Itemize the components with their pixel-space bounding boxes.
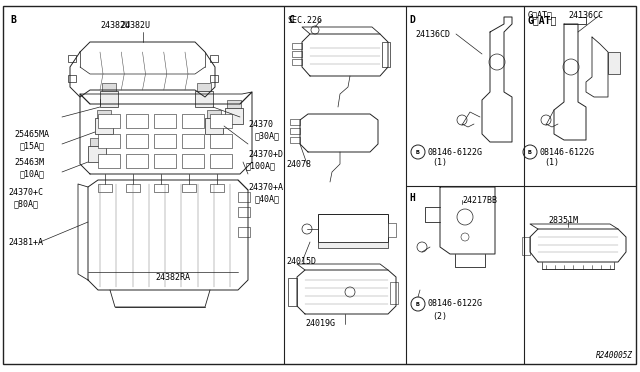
Bar [154, 184, 168, 192]
Text: G〈AT〉: G〈AT〉 [528, 10, 553, 19]
Bar [182, 184, 196, 192]
Bar [290, 128, 300, 134]
Text: 24370+D: 24370+D [248, 150, 283, 158]
Bar [88, 146, 106, 162]
Text: 24370: 24370 [248, 119, 273, 128]
Text: SEC.226: SEC.226 [287, 16, 322, 25]
Text: 24015D: 24015D [286, 257, 316, 266]
Bar [382, 42, 390, 67]
Bar [290, 119, 300, 125]
Text: 24382U: 24382U [120, 20, 150, 29]
Bar [90, 138, 104, 146]
Text: 24370+C: 24370+C [8, 187, 43, 196]
Bar [126, 134, 148, 148]
Bar [197, 83, 211, 91]
Bar [390, 282, 398, 304]
Bar [388, 223, 396, 237]
Text: (1): (1) [544, 157, 559, 167]
Bar [210, 134, 232, 148]
Bar [100, 91, 118, 107]
Bar [68, 75, 76, 82]
Bar [608, 52, 620, 74]
Text: B: B [416, 301, 420, 307]
Bar [98, 114, 120, 128]
Bar [225, 108, 243, 124]
Bar [522, 237, 530, 255]
Text: 24381+A: 24381+A [8, 237, 43, 247]
Bar [154, 154, 176, 168]
Bar [182, 134, 204, 148]
Bar [238, 227, 250, 237]
Bar [182, 114, 204, 128]
Text: 25465MA: 25465MA [14, 129, 49, 138]
Bar [126, 154, 148, 168]
Text: 24136CC: 24136CC [568, 10, 603, 19]
Bar [154, 134, 176, 148]
Bar [210, 114, 232, 128]
Text: 24136CD: 24136CD [415, 29, 450, 38]
Text: 28351M: 28351M [548, 215, 578, 224]
Text: R240005Z: R240005Z [596, 351, 633, 360]
Bar [98, 154, 120, 168]
Text: H: H [409, 193, 415, 203]
Text: 〒10A〉: 〒10A〉 [20, 170, 45, 179]
Bar [126, 184, 140, 192]
Bar [98, 184, 112, 192]
Bar [288, 278, 297, 306]
Bar [318, 242, 388, 248]
Text: 〒15A〉: 〒15A〉 [20, 141, 45, 151]
Bar [95, 118, 113, 134]
Bar [238, 207, 250, 217]
Bar [210, 154, 232, 168]
Text: 24078: 24078 [286, 160, 311, 169]
Bar [205, 118, 223, 134]
Text: 08146-6122G: 08146-6122G [540, 148, 595, 157]
Bar [98, 134, 120, 148]
Bar [292, 59, 302, 65]
Text: 24382RA: 24382RA [155, 273, 190, 282]
Bar [292, 51, 302, 57]
Text: 〒30A〉: 〒30A〉 [255, 131, 280, 141]
Bar [227, 100, 241, 108]
Bar [210, 55, 218, 62]
Text: 25463M: 25463M [14, 157, 44, 167]
Text: B: B [528, 150, 532, 154]
Text: 08146-6122G: 08146-6122G [428, 148, 483, 157]
Bar [126, 114, 148, 128]
Text: G〈AT〉: G〈AT〉 [527, 15, 556, 25]
Bar [318, 214, 388, 242]
Text: D: D [409, 15, 415, 25]
Bar [68, 55, 76, 62]
Text: B: B [416, 150, 420, 154]
Text: 24217BB: 24217BB [462, 196, 497, 205]
Text: 〒40A〉: 〒40A〉 [255, 195, 280, 203]
Text: 24382U: 24382U [100, 20, 130, 29]
Bar [182, 154, 204, 168]
Text: 24370+A: 24370+A [248, 183, 283, 192]
Text: (2): (2) [432, 311, 447, 321]
Bar [102, 83, 116, 91]
Text: (1): (1) [432, 157, 447, 167]
Text: C: C [288, 15, 294, 25]
Bar [207, 110, 221, 118]
Text: B: B [10, 15, 16, 25]
Bar [97, 110, 111, 118]
Bar [195, 91, 213, 107]
Bar [238, 192, 250, 202]
Bar [292, 43, 302, 49]
Text: 〒80A〉: 〒80A〉 [14, 199, 39, 208]
Bar [210, 184, 224, 192]
Bar [210, 75, 218, 82]
Text: 08146-6122G: 08146-6122G [428, 299, 483, 308]
Bar [290, 137, 300, 143]
Bar [154, 114, 176, 128]
Text: 〒100A〉: 〒100A〉 [246, 161, 276, 170]
Text: 24019G: 24019G [305, 320, 335, 328]
